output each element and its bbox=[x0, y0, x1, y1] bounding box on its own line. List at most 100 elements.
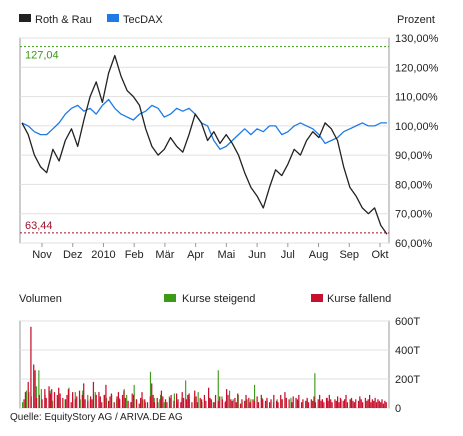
volume-bar-falling bbox=[84, 399, 86, 408]
volume-bar-falling bbox=[362, 402, 364, 408]
volume-bar-falling bbox=[130, 402, 132, 408]
legend-label-falling: Kurse fallend bbox=[327, 293, 391, 305]
volume-bar-falling bbox=[201, 399, 203, 408]
volume-bar-falling bbox=[127, 400, 129, 409]
volume-bar-falling bbox=[33, 364, 35, 408]
volume-bar-falling bbox=[353, 402, 355, 408]
volume-bar-falling bbox=[131, 393, 133, 408]
volume-bar-falling bbox=[285, 397, 287, 408]
volume-bar-falling bbox=[307, 402, 310, 408]
volume-bar-falling bbox=[327, 400, 329, 409]
price-x-tick-label: Okt bbox=[371, 249, 388, 261]
volume-bar-falling bbox=[116, 396, 118, 408]
volume-bar-falling bbox=[266, 397, 268, 408]
volume-bar-falling bbox=[196, 402, 199, 408]
volume-bar-falling bbox=[49, 393, 52, 408]
volume-bar-falling bbox=[281, 399, 283, 408]
volume-bar-falling bbox=[74, 399, 76, 408]
volume-bar-rising bbox=[40, 389, 42, 408]
price-y-tick-label: 70,00% bbox=[395, 209, 433, 221]
volume-bar-falling bbox=[99, 396, 101, 408]
volume-y-tick-label: 200T bbox=[395, 374, 420, 386]
price-x-tick-label: Mär bbox=[155, 249, 174, 261]
volume-bar-falling bbox=[213, 402, 215, 408]
price-y-tick-label: 90,00% bbox=[395, 150, 433, 162]
volume-bar-falling bbox=[180, 402, 182, 408]
price-y-tick-label: 130,00% bbox=[395, 33, 439, 45]
volume-bar-falling bbox=[384, 400, 386, 409]
volume-bar-falling bbox=[221, 399, 224, 408]
volume-bar-falling bbox=[164, 399, 167, 408]
volume-bar-falling bbox=[209, 397, 211, 408]
volume-bar-falling bbox=[305, 400, 307, 409]
volume-bar-falling bbox=[276, 400, 278, 409]
volume-bar-rising bbox=[290, 397, 292, 408]
volume-bar-falling bbox=[152, 394, 154, 408]
volume-bar-falling bbox=[355, 399, 357, 408]
volume-bar-falling bbox=[151, 383, 153, 408]
volume-bar-falling bbox=[199, 397, 201, 408]
volume-bar-rising bbox=[149, 371, 152, 409]
price-lines bbox=[21, 54, 388, 235]
volume-bar-falling bbox=[176, 393, 178, 408]
volume-bar-falling bbox=[53, 392, 56, 408]
volume-bar-falling bbox=[373, 400, 375, 409]
volume-bar-falling bbox=[66, 394, 68, 408]
volume-bar-rising bbox=[340, 399, 342, 408]
volume-bar-falling bbox=[194, 390, 196, 408]
price-x-tick-label: Nov bbox=[32, 249, 52, 261]
volume-bar-falling bbox=[253, 400, 256, 409]
volume-bar-rising bbox=[94, 392, 96, 408]
volume-bar-falling bbox=[109, 396, 111, 408]
volume-bar-falling bbox=[30, 326, 32, 408]
y-axis-title: Prozent bbox=[397, 14, 435, 26]
volume-bar-falling bbox=[51, 389, 53, 408]
volume-bar-falling bbox=[91, 399, 93, 408]
legend-swatch-rising bbox=[164, 294, 176, 302]
price-x-tick-label: 2010 bbox=[91, 249, 115, 261]
volume-bar-falling bbox=[312, 400, 314, 409]
volume-bar-falling bbox=[83, 383, 85, 408]
volume-bar-falling bbox=[170, 394, 172, 408]
volume-bar-falling bbox=[219, 396, 221, 408]
price-x-tick-label: Mai bbox=[217, 249, 235, 261]
volume-bar-rising bbox=[197, 392, 199, 408]
volume-bar-falling bbox=[98, 392, 100, 408]
volume-bar-falling bbox=[121, 394, 124, 408]
volume-bar-rising bbox=[22, 402, 24, 408]
price-markers: 127,04 63,44 bbox=[20, 46, 389, 234]
volume-bar-falling bbox=[244, 400, 246, 409]
volume-bar-rising bbox=[314, 373, 316, 408]
volume-bar-falling bbox=[38, 394, 40, 408]
volume-bar-falling bbox=[328, 394, 330, 408]
volume-bar-falling bbox=[256, 396, 258, 408]
volume-bar-falling bbox=[364, 397, 367, 408]
price-y-tick-label: 120,00% bbox=[395, 62, 439, 74]
volume-bar-falling bbox=[214, 394, 217, 408]
volume-bar-rising bbox=[232, 399, 234, 408]
volume-bar-falling bbox=[375, 402, 378, 408]
volume-bar-falling bbox=[295, 397, 297, 408]
volume-bar-falling bbox=[317, 399, 319, 408]
volume-bar-falling bbox=[370, 402, 372, 408]
volume-bar-falling bbox=[234, 397, 236, 408]
volume-bar-falling bbox=[226, 389, 228, 408]
volume-bar-falling bbox=[249, 402, 251, 408]
volume-bar-falling bbox=[153, 402, 156, 408]
series-line-tecdax bbox=[21, 98, 387, 150]
volume-bars bbox=[22, 326, 387, 409]
volume-bar-falling bbox=[56, 394, 58, 408]
volume-bar-falling bbox=[345, 394, 347, 408]
volume-bar-falling bbox=[231, 400, 233, 409]
volume-bar-falling bbox=[78, 390, 81, 408]
volume-bar-falling bbox=[146, 402, 149, 408]
volume-bar-rising bbox=[157, 402, 159, 408]
volume-bar-falling bbox=[92, 381, 95, 408]
volume-bar-falling bbox=[159, 399, 161, 408]
volume-bar-falling bbox=[227, 394, 229, 408]
volume-bar-falling bbox=[337, 396, 339, 408]
volume-bar-falling bbox=[321, 399, 324, 408]
volume-bar-falling bbox=[58, 387, 60, 408]
volume-bar-rising bbox=[79, 399, 81, 408]
volume-bar-falling bbox=[103, 394, 106, 408]
